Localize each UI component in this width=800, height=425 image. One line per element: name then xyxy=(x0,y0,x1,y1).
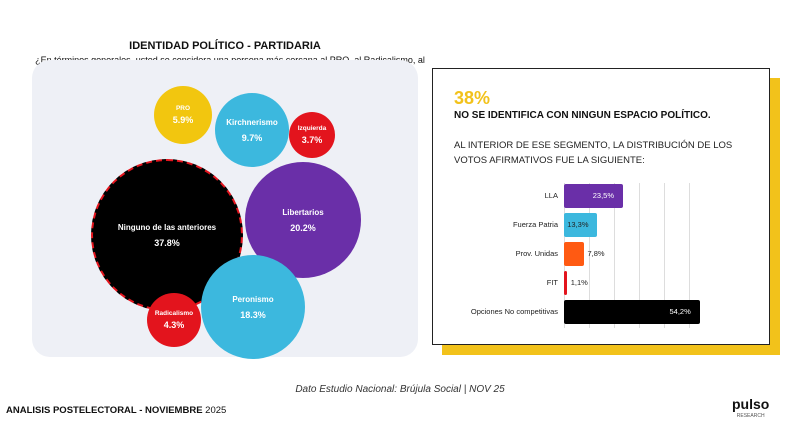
gridline xyxy=(689,183,690,328)
percent-highlight: 38% xyxy=(454,88,491,108)
bar-value: 54,2% xyxy=(669,307,691,316)
bubble-label: Radicalismo xyxy=(154,310,194,317)
bar-row: Fuerza Patria 13,3% xyxy=(440,213,760,237)
pulso-logo: pulso RESEARCH xyxy=(732,396,770,422)
bar-label: FIT xyxy=(546,278,558,287)
logo-sub: RESEARCH xyxy=(736,413,765,419)
bar-label: LLA xyxy=(544,191,558,200)
bar-value: 23,5% xyxy=(592,191,615,200)
bubble-label: Kirchnerismo xyxy=(226,117,278,127)
bubble-kirchnerismo: Kirchnerismo 9.7% xyxy=(215,93,289,167)
logo-name: pulso xyxy=(732,396,770,412)
bar-label: Fuerza Patria xyxy=(512,220,558,229)
card-headline: NO SE IDENTIFICA CON NINGUN ESPACIO POLÍ… xyxy=(454,110,711,121)
card-subtitle: AL INTERIOR DE ESE SEGMENTO, LA DISTRIBU… xyxy=(454,140,733,166)
bubble-label: Peronismo xyxy=(232,294,274,304)
bar xyxy=(564,271,567,295)
bar xyxy=(564,184,623,208)
source-note: Dato Estudio Nacional: Brújula Social | … xyxy=(295,384,505,395)
chart-title: IDENTIDAD POLÍTICO - PARTIDARIA xyxy=(129,40,321,52)
bubble-value: 5.9% xyxy=(172,115,194,125)
bar xyxy=(564,213,598,237)
bubble-value: 20.2% xyxy=(290,222,316,233)
bubble-label: Izquierda xyxy=(297,125,327,132)
bar-label: Prov. Unidas xyxy=(515,249,558,258)
bar xyxy=(564,242,584,266)
bar-row: Opciones No competitivas 54,2% xyxy=(440,300,760,324)
bar-value: 1,1% xyxy=(570,278,588,287)
bubble-value: 4.3% xyxy=(163,320,185,330)
bar-row: FIT 1,1% xyxy=(440,271,760,295)
bubble-label: PRO xyxy=(175,105,191,112)
bar-value: 7,8% xyxy=(587,249,605,258)
bar-row: LLA 23,5% xyxy=(440,184,760,208)
gridline xyxy=(589,183,590,328)
footer-bold: ANALISIS POSTELECTORAL - NOVIEMBRE xyxy=(6,405,203,416)
bubble-value: 18.3% xyxy=(240,309,266,320)
bar-value: 13,3% xyxy=(567,220,589,229)
bubble-radicalismo: Radicalismo 4.3% xyxy=(147,293,201,347)
footer-title: ANALISIS POSTELECTORAL - NOVIEMBRE 2025 xyxy=(6,405,226,416)
bubble-peronismo: Peronismo 18.3% xyxy=(201,255,305,359)
bubble-value: 3.7% xyxy=(301,135,323,145)
bar-row: Prov. Unidas 7,8% xyxy=(440,242,760,266)
gridline xyxy=(664,183,665,328)
gridline xyxy=(639,183,640,328)
bubble-label: Libertarios xyxy=(282,207,324,217)
bubble-label: Ninguno de las anteriores xyxy=(117,222,217,232)
bar-label: Opciones No competitivas xyxy=(470,307,558,316)
bar xyxy=(564,300,700,324)
bubble-value: 9.7% xyxy=(241,132,263,143)
bubble-pro: PRO 5.9% xyxy=(154,86,212,144)
bubble-izquierda: Izquierda 3.7% xyxy=(289,112,335,158)
footer-year: 2025 xyxy=(205,405,227,416)
bubble-value: 37.8% xyxy=(154,237,180,248)
gridline xyxy=(614,183,615,328)
